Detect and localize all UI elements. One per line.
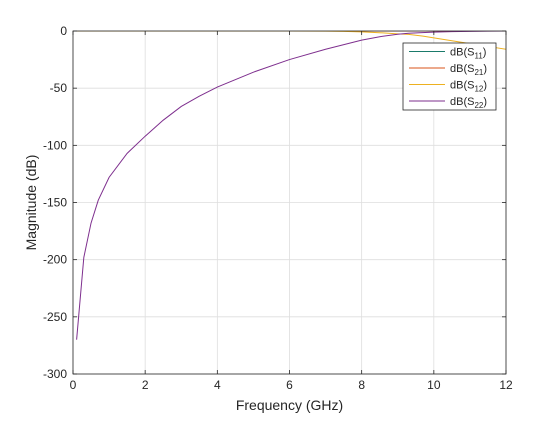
legend-label-end: ) (483, 63, 487, 75)
y-tick-label: -200 (43, 253, 67, 267)
x-tick-label: 10 (427, 378, 441, 392)
legend-label-base: dB(S (450, 80, 474, 92)
ticks: 0 2 4 6 8 10 12 0 -50 -100 -150 -200 -250 -300 (43, 24, 513, 392)
y-tick-label: -50 (50, 81, 68, 95)
legend-box (402, 42, 497, 111)
legend-label-subscript: 11 (474, 52, 483, 61)
x-tick-label: 6 (286, 378, 293, 392)
legend-label-s21: dB(S21) (450, 63, 487, 77)
legend-label-base: dB(S (450, 96, 474, 108)
y-tick-label: -150 (43, 196, 67, 210)
legend-label-subscript: 21 (474, 68, 483, 77)
legend-label-end: ) (483, 47, 487, 59)
legend-label-end: ) (483, 80, 487, 92)
legend-label-s11: dB(S11) (450, 47, 486, 61)
x-axis-label: Frequency (GHz) (236, 397, 343, 413)
legend-label-s12: dB(S12) (450, 80, 487, 94)
y-tick-label: 0 (60, 24, 67, 38)
y-axis-label: Magnitude (dB) (23, 155, 39, 251)
x-tick-label: 12 (499, 378, 513, 392)
legend-label-base: dB(S (450, 63, 474, 75)
legend-label-subscript: 22 (474, 101, 483, 110)
legend-label-subscript: 12 (474, 85, 483, 94)
legend-label-base: dB(S (450, 47, 474, 59)
legend-label-end: ) (483, 96, 487, 108)
legend: dB(S11)dB(S21)dB(S12)dB(S22) (402, 42, 497, 111)
series-line-s22 (76, 31, 506, 340)
x-tick-label: 4 (214, 378, 221, 392)
x-tick-label: 0 (70, 378, 77, 392)
y-tick-label: -100 (43, 138, 67, 152)
x-tick-label: 8 (358, 378, 365, 392)
y-tick-label: -250 (43, 310, 67, 324)
x-tick-label: 2 (142, 378, 149, 392)
legend-label-s22: dB(S22) (450, 96, 487, 110)
y-tick-label: -300 (43, 367, 67, 381)
